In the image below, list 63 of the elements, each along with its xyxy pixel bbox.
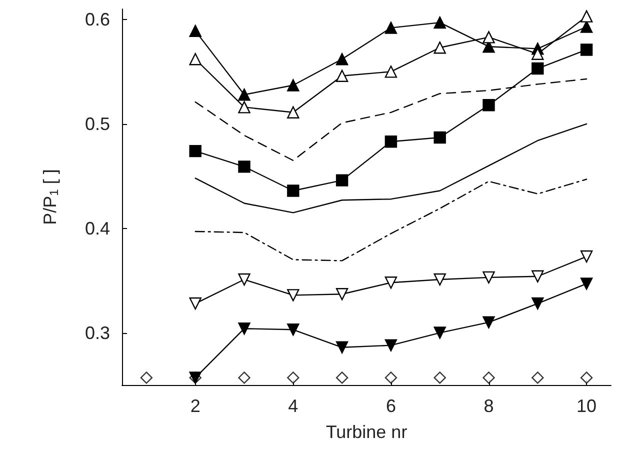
point [287, 79, 300, 92]
point [434, 326, 446, 339]
point [238, 101, 250, 114]
point [580, 250, 593, 263]
point [482, 316, 495, 328]
point [336, 372, 348, 384]
x-tick-label: 2 [190, 396, 200, 416]
line-series [194, 123, 588, 214]
point [580, 278, 593, 290]
point [384, 66, 398, 78]
point [336, 288, 348, 300]
point [287, 324, 300, 336]
point [532, 372, 544, 384]
x-tick-label: 6 [386, 396, 396, 416]
y-tick-label: 0.5 [84, 114, 110, 134]
point [189, 53, 202, 66]
y-tick-label: 0.3 [84, 322, 110, 343]
point [532, 270, 544, 282]
point [384, 136, 398, 148]
point [580, 372, 593, 384]
y-tick-label: 0.4 [84, 218, 110, 238]
y-axis-title: P/P1 [ ] [40, 169, 61, 225]
point [532, 297, 544, 310]
point [336, 341, 348, 354]
point [287, 289, 300, 302]
point [580, 20, 593, 33]
point [287, 184, 300, 197]
point [434, 16, 446, 29]
x-tick-label: 4 [288, 396, 298, 416]
point [580, 44, 593, 56]
point [336, 53, 348, 66]
point [189, 297, 202, 310]
point [482, 98, 495, 112]
point [238, 88, 250, 101]
point [336, 70, 348, 82]
point [434, 42, 446, 54]
point [482, 372, 495, 384]
point [384, 339, 398, 352]
point [238, 273, 250, 286]
point [384, 22, 398, 34]
line-series [194, 178, 588, 262]
point [238, 322, 250, 335]
x-tick-label: 8 [484, 396, 494, 416]
point [189, 24, 202, 38]
point [287, 106, 300, 118]
point [384, 372, 398, 384]
point [140, 372, 153, 384]
point [189, 144, 202, 158]
point [482, 271, 495, 284]
point [434, 273, 446, 286]
point [532, 62, 544, 75]
point [287, 372, 300, 384]
point [434, 372, 446, 384]
point [238, 372, 250, 384]
point [434, 131, 446, 144]
x-axis-title: Turbine nr [326, 422, 408, 442]
point [384, 276, 398, 289]
x-tick-label: 10 [576, 396, 597, 416]
y-tick-label: 0.6 [84, 9, 110, 30]
point [238, 160, 250, 173]
point [336, 174, 348, 186]
point [580, 10, 593, 22]
point [482, 31, 495, 44]
